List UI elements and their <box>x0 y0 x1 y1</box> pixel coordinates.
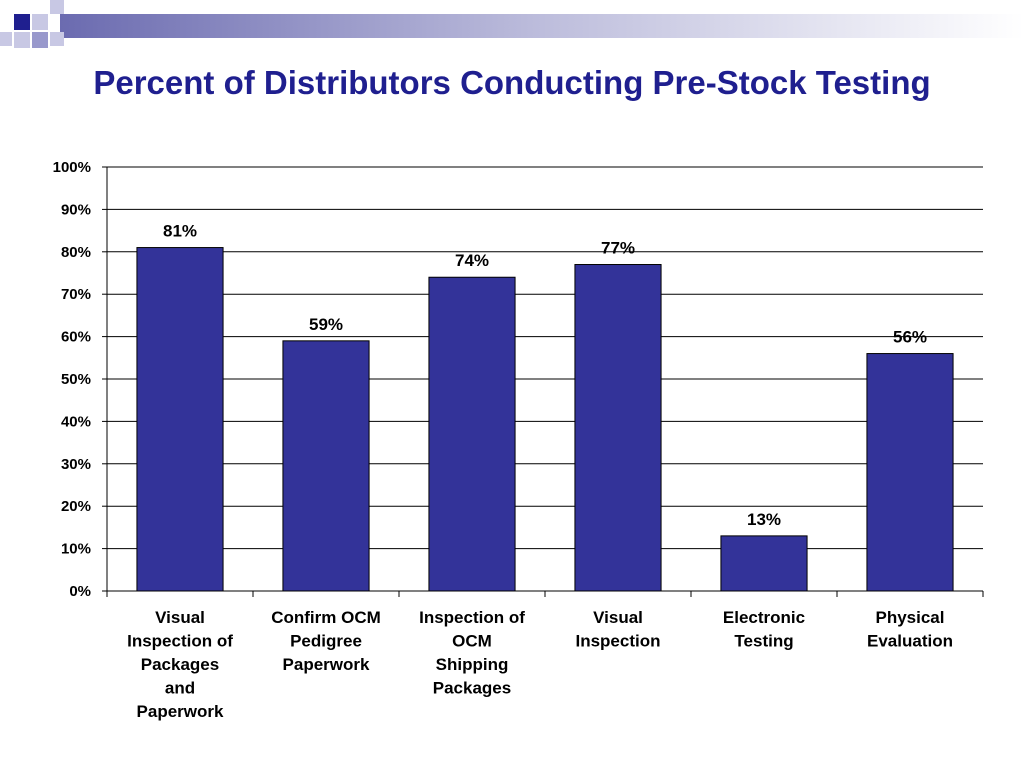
y-tick-label: 50% <box>61 371 91 388</box>
category-label: Packages <box>141 655 219 674</box>
bar <box>574 264 662 592</box>
category-label: Paperwork <box>283 655 370 674</box>
category-label: Visual <box>593 608 643 627</box>
category-label: OCM <box>452 632 492 651</box>
category-label: Physical <box>876 608 945 627</box>
data-label: 13% <box>747 510 781 529</box>
y-tick-label: 90% <box>61 201 91 218</box>
category-label: and <box>165 679 195 698</box>
category-label: Pedigree <box>290 632 362 651</box>
category-label: Electronic <box>723 608 805 627</box>
data-label: 74% <box>455 251 489 270</box>
deco-square <box>50 32 64 46</box>
slide-decoration <box>0 0 1024 48</box>
y-tick-label: 30% <box>61 456 91 473</box>
deco-square <box>14 32 30 48</box>
category-label: Packages <box>433 679 511 698</box>
deco-square <box>0 32 12 46</box>
category-label: Paperwork <box>137 702 224 721</box>
category-label: Confirm OCM <box>271 608 381 627</box>
category-label: Inspection of <box>127 632 233 651</box>
data-label: 56% <box>893 328 927 347</box>
bar <box>136 247 224 592</box>
category-label: Evaluation <box>867 632 953 651</box>
deco-square <box>32 32 48 48</box>
data-label: 77% <box>601 239 635 258</box>
bar <box>428 276 516 592</box>
y-tick-label: 20% <box>61 498 91 515</box>
slide-title: Percent of Distributors Conducting Pre-S… <box>93 64 931 101</box>
bar <box>282 340 370 592</box>
y-tick-label: 60% <box>61 329 91 346</box>
y-tick-label: 100% <box>53 159 91 176</box>
y-tick-label: 40% <box>61 413 91 430</box>
header-gradient-bar <box>60 14 1024 38</box>
category-label: Inspection of <box>419 608 525 627</box>
y-tick-label: 10% <box>61 541 91 558</box>
deco-square <box>32 14 48 30</box>
category-label: Shipping <box>436 655 509 674</box>
category-label: Testing <box>734 632 793 651</box>
y-tick-label: 80% <box>61 244 91 261</box>
deco-square <box>14 14 30 30</box>
bar <box>866 353 954 592</box>
deco-square <box>50 0 64 14</box>
category-label: Visual <box>155 608 205 627</box>
data-label: 81% <box>163 222 197 241</box>
y-tick-label: 70% <box>61 286 91 303</box>
data-label: 59% <box>309 315 343 334</box>
category-label: Inspection <box>575 632 660 651</box>
y-tick-label: 0% <box>69 583 91 600</box>
bar <box>720 535 808 592</box>
